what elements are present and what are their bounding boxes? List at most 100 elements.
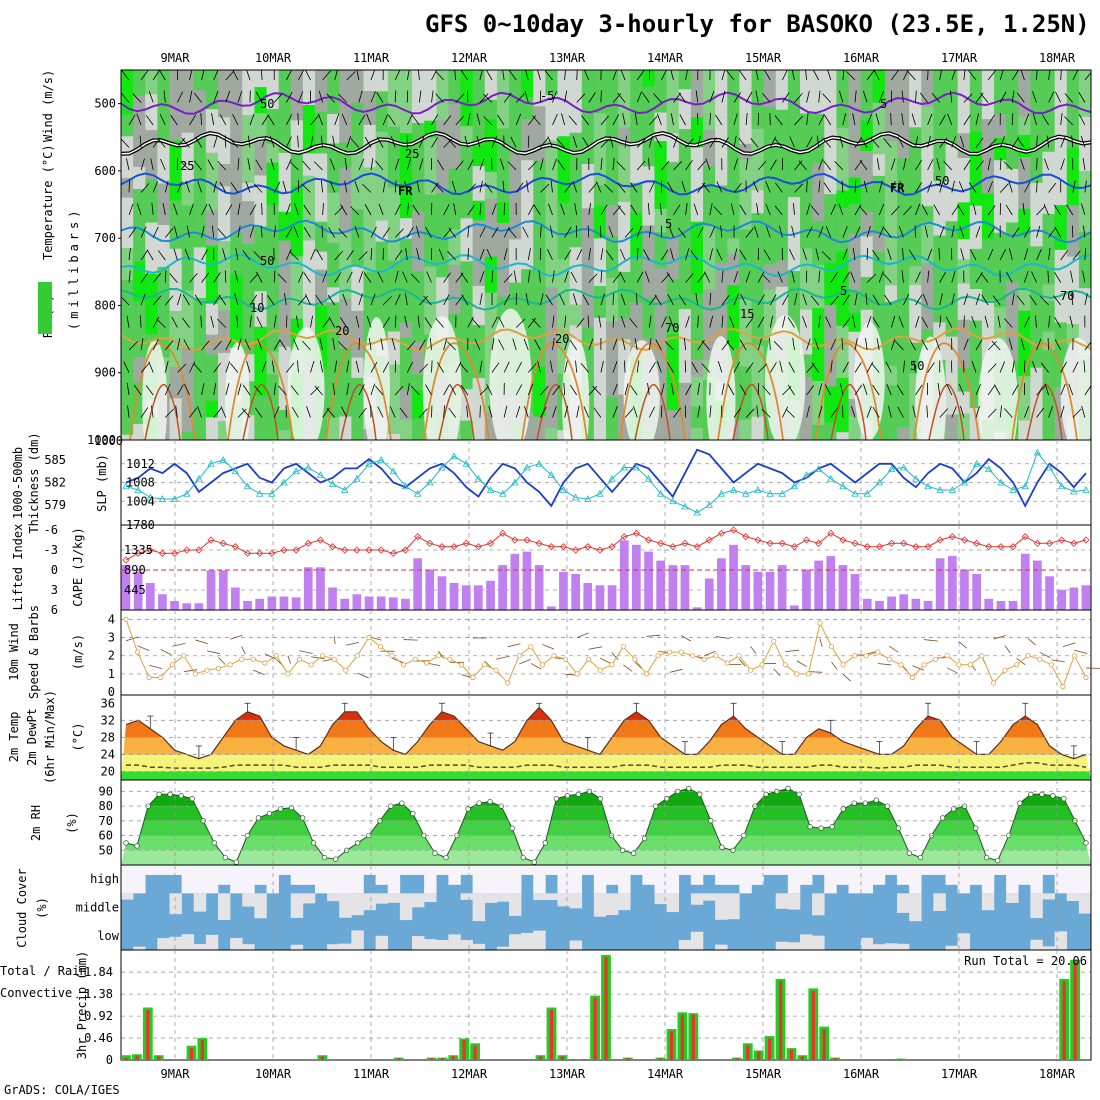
cloud-cell-middle [327, 893, 340, 902]
contour-label: 50 [935, 174, 949, 188]
rh-cell [727, 205, 740, 239]
lifted-point [280, 546, 288, 554]
wind-speed-point [852, 653, 858, 659]
rh-cell [848, 70, 862, 119]
wind-barb [600, 293, 605, 306]
rh-point [984, 854, 990, 861]
wind-barb [515, 318, 526, 328]
cloud-cell-high [775, 865, 789, 875]
wind-barb [810, 205, 820, 216]
wind-barb [564, 227, 572, 238]
wind-speed-point [932, 656, 939, 662]
wind-barb [901, 270, 904, 283]
lifted-point [1045, 539, 1054, 547]
cloud-cell-high [290, 865, 304, 885]
rh-cell [715, 262, 728, 313]
rh-cell [581, 251, 595, 311]
rh-cell [581, 70, 595, 123]
wind-barb [527, 317, 537, 328]
wind-barb [370, 226, 377, 238]
thickness-point [559, 486, 568, 493]
precip-conv-bar [560, 1056, 564, 1060]
wind-barb [704, 271, 711, 283]
wind-barb [315, 294, 323, 306]
wind-barb [1072, 70, 1079, 81]
wind-barb-10m [137, 645, 150, 651]
wind-barb [806, 226, 813, 238]
rh-cell [375, 70, 389, 92]
rh-cell [254, 142, 267, 176]
wind-barb [550, 360, 553, 373]
day-label-top: 17MAR [941, 51, 978, 65]
wind-barb [661, 383, 665, 396]
wind-barb [576, 317, 585, 328]
wind-barb [629, 384, 638, 396]
wind-barb [785, 408, 795, 418]
run-total-label: Run Total = 20.06 [964, 954, 1087, 968]
wind-barb [1016, 137, 1025, 148]
wind-barb [550, 225, 553, 238]
cape-bar [814, 560, 823, 610]
lifted-point [900, 539, 908, 547]
wind-barb [1046, 135, 1049, 148]
wind-barb [564, 405, 569, 418]
wind-barb [183, 339, 190, 351]
wind-barb [701, 340, 711, 351]
rh-cell [957, 157, 971, 203]
rh-cell [472, 145, 486, 167]
wind-barb [296, 315, 299, 328]
wind-barb [1048, 315, 1051, 328]
rh-cell [533, 262, 546, 327]
rh-point [233, 859, 239, 865]
wind-barb [237, 338, 242, 351]
wind-barb [466, 405, 469, 418]
wind-speed-point [817, 620, 823, 626]
rh-cell [763, 106, 777, 153]
wind-speed-point [539, 662, 546, 668]
rh-cell [533, 188, 546, 263]
rh-cell [836, 207, 849, 230]
rh-cell [290, 186, 304, 257]
wind-barb [261, 361, 267, 373]
wind-barb [1024, 113, 1030, 126]
cloud-row-label: middle [76, 901, 119, 915]
wind-barb [588, 248, 591, 261]
cloud-cell-high [545, 865, 558, 875]
rh-cell [242, 115, 255, 184]
rh-cell [472, 220, 486, 286]
lifted-point [486, 539, 495, 547]
cloud-cell-middle [375, 893, 389, 904]
wind-barb [866, 316, 872, 328]
wind-barb [878, 91, 884, 103]
rh-cell [909, 284, 922, 343]
rh-cell [897, 427, 910, 440]
lifted-point [304, 539, 312, 547]
rh-cell [921, 70, 934, 107]
rh-cell [302, 175, 316, 241]
wind-barb [208, 203, 215, 216]
rh-cell [254, 395, 267, 416]
wind-speed-point [181, 653, 187, 659]
wind-barb [600, 115, 610, 126]
rh-cell [933, 141, 946, 182]
wind-barb [1054, 226, 1062, 238]
contour-label: 5 [880, 97, 887, 111]
wind-barb [1036, 338, 1042, 351]
wind-barb [657, 113, 662, 126]
wind-barb [527, 248, 531, 261]
lifted-tick: 3 [51, 583, 58, 597]
wind-barb [503, 273, 513, 283]
wind-barb [460, 384, 469, 396]
wind-tick: 4 [108, 612, 115, 626]
wind-speed-point [435, 653, 441, 659]
wind-barb [128, 248, 131, 261]
temp-band [121, 771, 1091, 780]
wind-barb-10m [715, 636, 730, 639]
wind-barb [769, 337, 771, 351]
wind-barb [528, 161, 537, 171]
precip-conv-bar [593, 998, 597, 1060]
wind-barb [399, 407, 408, 418]
wind-barb [939, 271, 947, 283]
cloud-cell-low [460, 939, 473, 950]
rh-cell [1018, 287, 1031, 311]
